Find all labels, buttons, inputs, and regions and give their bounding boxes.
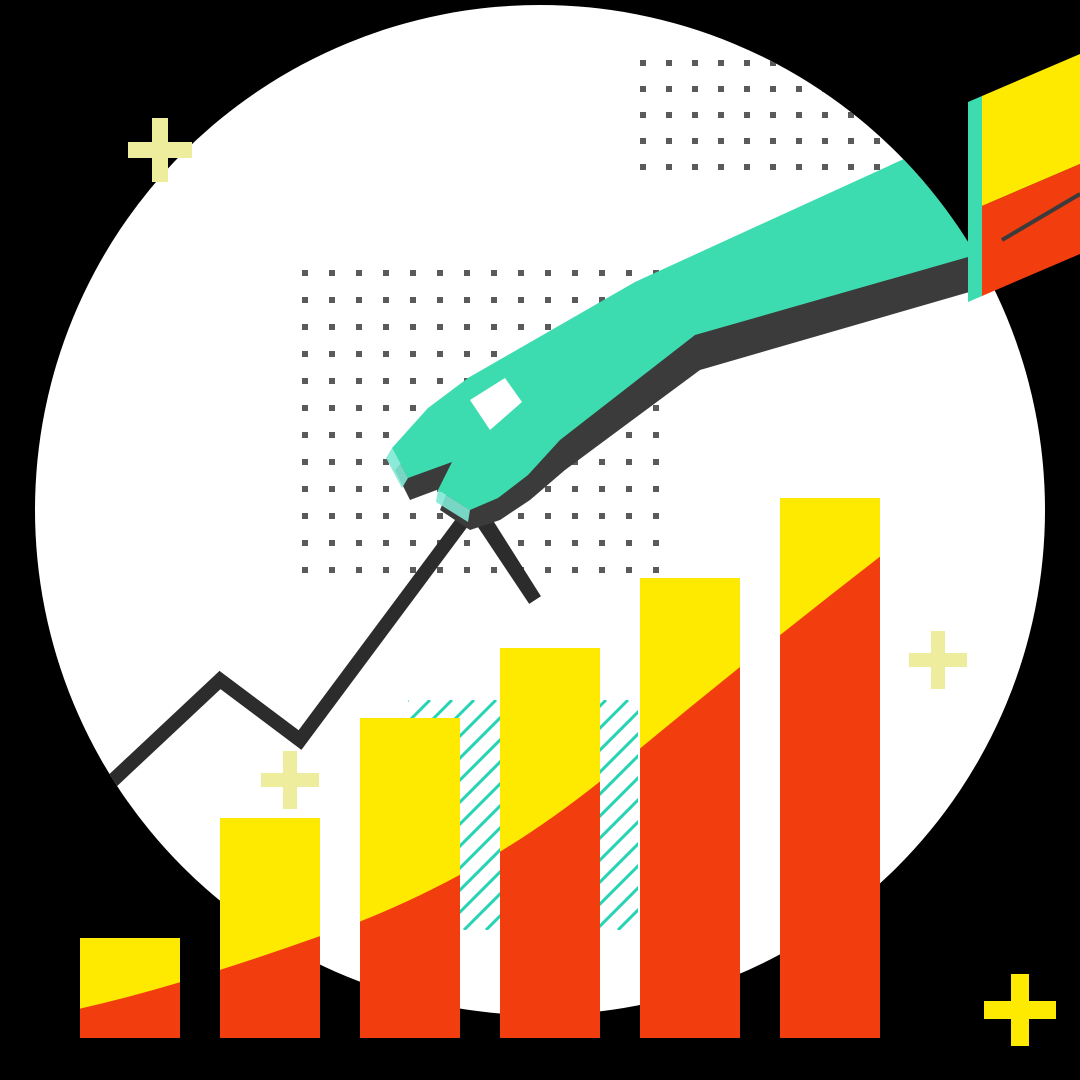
bar — [200, 818, 340, 1040]
growth-chart-infographic — [0, 0, 1080, 1080]
bar — [340, 718, 480, 1040]
bar — [60, 938, 200, 1040]
bar — [760, 498, 900, 1040]
bar — [480, 648, 620, 1040]
cuff-teal-strip — [968, 96, 982, 302]
infographic-stage — [0, 0, 1080, 1080]
bar — [620, 578, 760, 1040]
